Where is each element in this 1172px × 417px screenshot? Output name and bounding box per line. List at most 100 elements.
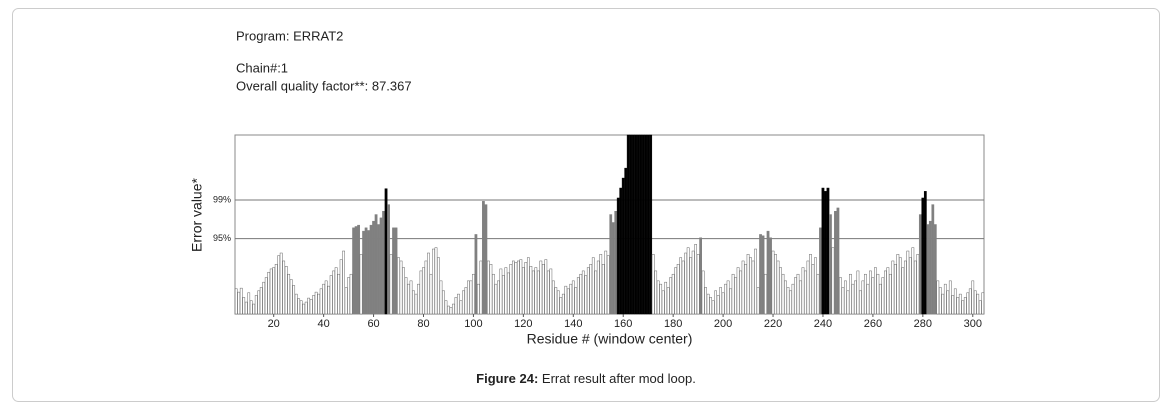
bar	[714, 290, 717, 315]
bar	[771, 250, 775, 315]
bar	[347, 277, 350, 315]
bar	[407, 283, 410, 315]
bar	[399, 260, 403, 315]
bar	[744, 264, 747, 315]
bar	[337, 273, 340, 315]
bar	[961, 300, 965, 315]
bar	[339, 259, 343, 315]
bar	[247, 292, 251, 315]
bar	[591, 257, 595, 315]
bar	[734, 277, 737, 315]
bar	[709, 297, 712, 315]
bar	[422, 267, 425, 315]
bar	[761, 235, 765, 315]
bar	[879, 283, 882, 315]
bar	[889, 273, 892, 315]
bar	[913, 260, 917, 315]
bar	[804, 270, 807, 315]
bar	[641, 134, 645, 315]
bar	[631, 134, 635, 315]
bar	[903, 260, 907, 315]
bar	[516, 260, 520, 315]
bar	[866, 283, 870, 315]
x-tick-label: 120	[514, 318, 532, 330]
x-tick-label: 60	[367, 318, 379, 330]
bar	[344, 287, 348, 315]
bar	[819, 227, 822, 315]
bar	[831, 247, 835, 315]
bar	[294, 293, 298, 315]
bar	[556, 290, 560, 315]
bar	[447, 305, 450, 315]
quality-factor: Overall quality factor**: 87.367	[236, 78, 412, 93]
bar	[374, 214, 378, 315]
bar	[472, 273, 475, 315]
bar	[871, 277, 875, 315]
bar	[327, 285, 330, 315]
bar	[821, 187, 825, 315]
bar	[784, 280, 787, 315]
bar	[249, 300, 253, 315]
bar	[674, 267, 678, 315]
bar	[876, 273, 880, 315]
caption-text: Errat result after mod loop.	[542, 371, 696, 386]
bar	[382, 210, 385, 315]
bar	[419, 270, 423, 315]
bar	[694, 244, 698, 315]
bar	[794, 277, 797, 315]
bar	[509, 264, 513, 315]
bar	[774, 254, 777, 315]
bar	[342, 250, 345, 315]
bar	[334, 267, 338, 315]
bar	[933, 224, 937, 315]
bar	[354, 226, 358, 315]
bar	[874, 267, 877, 315]
bar	[434, 247, 438, 315]
bar	[834, 210, 837, 315]
bar	[452, 303, 455, 315]
bar	[512, 260, 515, 315]
bar	[859, 290, 862, 315]
bar	[254, 295, 258, 315]
bar	[304, 301, 308, 315]
bar	[844, 280, 847, 315]
bar	[467, 280, 470, 315]
bar	[739, 270, 742, 315]
bar	[297, 298, 301, 315]
x-tick-label: 80	[417, 318, 429, 330]
bar	[908, 257, 912, 315]
bar	[459, 300, 463, 315]
bar	[239, 287, 243, 315]
bar	[234, 288, 238, 315]
x-tick-label: 100	[464, 318, 482, 330]
bar	[811, 264, 815, 315]
bar	[424, 260, 428, 315]
bar	[781, 273, 785, 315]
bar	[789, 290, 792, 315]
bar	[372, 220, 375, 315]
bar	[314, 291, 318, 315]
bar	[928, 220, 932, 315]
bar	[953, 288, 957, 315]
bar	[869, 270, 872, 315]
bar	[963, 297, 967, 315]
bar	[272, 267, 276, 315]
bar	[756, 287, 760, 315]
bar	[329, 275, 333, 315]
bar	[806, 260, 810, 315]
bar	[656, 280, 660, 315]
bar	[324, 280, 328, 315]
bar	[824, 191, 827, 315]
bar	[881, 277, 885, 315]
bar	[377, 224, 380, 315]
bar	[861, 280, 865, 315]
bar	[242, 297, 246, 315]
bar	[616, 197, 620, 315]
bar	[776, 260, 780, 315]
bar	[534, 267, 538, 315]
bar	[981, 292, 985, 315]
bar	[891, 260, 895, 315]
bar	[544, 259, 548, 315]
bar	[322, 283, 326, 315]
bar	[721, 292, 725, 315]
